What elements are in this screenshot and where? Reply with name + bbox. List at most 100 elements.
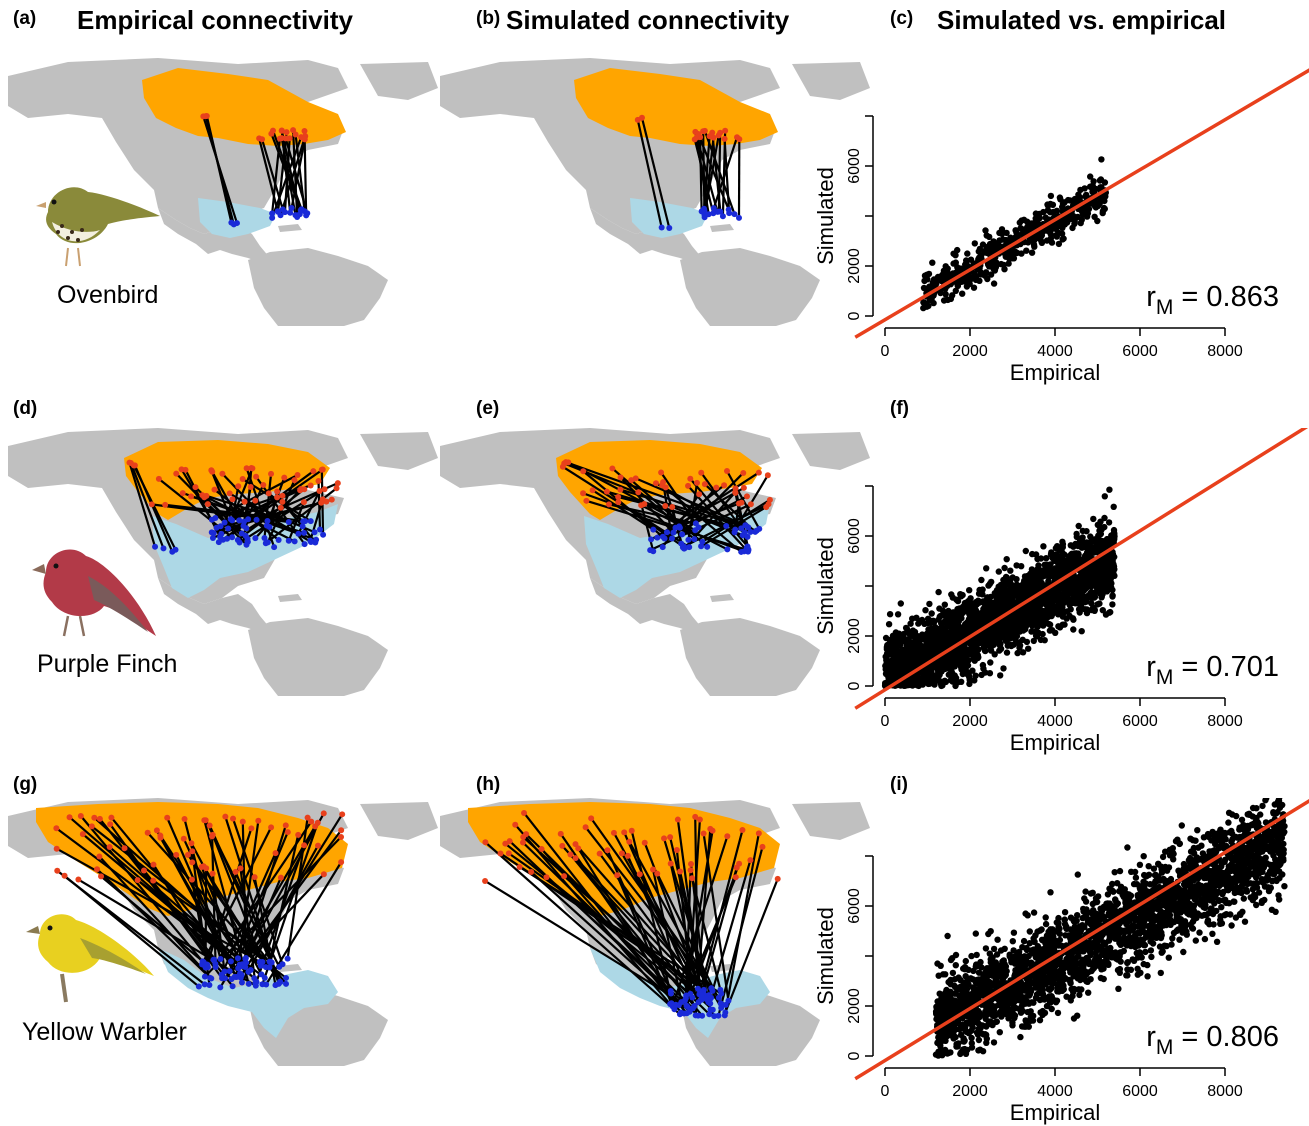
breeding-point (609, 465, 616, 472)
wintering-point (259, 981, 266, 988)
connectivity-line (240, 813, 344, 976)
scatter-point (1034, 565, 1042, 572)
scatter-point (1016, 596, 1023, 603)
connectivity-line (661, 493, 701, 548)
breeding-point (764, 472, 771, 479)
breeding-point (178, 466, 185, 473)
scatter-point (980, 644, 987, 651)
scatter-point (1078, 544, 1086, 551)
ovenbird-body (36, 187, 160, 267)
scatter-point (971, 677, 978, 684)
wintering-point (236, 517, 243, 524)
scatter-point (978, 576, 985, 584)
scatter-point (1036, 613, 1043, 621)
scatter-point (1110, 503, 1117, 510)
scatter-point (1240, 895, 1247, 902)
connectivity-line (620, 488, 758, 532)
scatter-point (971, 240, 978, 247)
scatter-point (962, 601, 970, 608)
scatter-point (1024, 614, 1032, 621)
scatter-point (969, 667, 976, 674)
scatter-point (995, 568, 1002, 575)
breeding-point (641, 839, 648, 846)
breeding-point (222, 813, 229, 820)
breeding-point (315, 477, 322, 484)
breeding-point (320, 810, 327, 817)
scatter-point (1028, 249, 1036, 256)
breeding-point (248, 825, 255, 832)
wintering-point (738, 525, 745, 532)
scatter-point (979, 591, 986, 598)
scatter-point (1096, 523, 1103, 530)
scatter-point (983, 232, 990, 239)
scatter-point (990, 238, 997, 245)
scatter-point (1218, 904, 1225, 911)
panel-letter-g: (g) (13, 774, 38, 795)
wintering-point (744, 543, 751, 550)
scatter-point (1072, 214, 1079, 222)
breeding-point (301, 486, 308, 493)
species-label-ovenbird: Ovenbird (57, 281, 159, 309)
breeding-point (300, 499, 307, 506)
breeding-point (155, 475, 162, 482)
scatter-point (1007, 582, 1014, 589)
wintering-point (659, 544, 666, 551)
breeding-point (660, 479, 667, 486)
scatter-point (1092, 202, 1099, 209)
connectivity-line (484, 841, 681, 1016)
scatter-point (1052, 629, 1059, 636)
scatter-point (990, 280, 998, 287)
breeding-point (721, 135, 728, 142)
wintering-point (666, 225, 673, 232)
y-tick-label: 6000 (846, 148, 863, 184)
scatter-point (1089, 568, 1096, 575)
wintering-point (240, 522, 247, 529)
scatter-point (1093, 573, 1100, 581)
scatter-point (1096, 600, 1103, 607)
connectivity-line (77, 878, 257, 987)
wintering-point (292, 212, 299, 219)
wintering-point (654, 534, 661, 541)
scatter-point (1097, 184, 1104, 191)
x-tick-label: 4000 (1037, 713, 1073, 730)
breeding-point (54, 867, 61, 874)
scatter-point (957, 593, 965, 600)
wintering-point (234, 955, 241, 962)
breeding-point (239, 818, 246, 825)
y-tick-label: 0 (846, 681, 863, 690)
x-tick-label: 6000 (1122, 1083, 1158, 1100)
connectivity-line (701, 498, 771, 543)
breeding-point (755, 469, 762, 476)
connectivity-line (79, 815, 204, 963)
scatter-point (1060, 235, 1067, 242)
scatter-point (907, 665, 914, 672)
scatter-point (1042, 611, 1049, 618)
breeding-point (575, 845, 582, 852)
scatter-point (1017, 225, 1024, 232)
wintering-point (702, 995, 709, 1002)
scatter-point (1003, 556, 1010, 563)
scatter-point (1228, 922, 1235, 929)
breeding-point (528, 869, 535, 876)
scatter-point (1063, 615, 1070, 622)
x-tick-label: 8000 (1207, 713, 1243, 730)
breeding-point (632, 475, 639, 482)
scatter-point (1106, 486, 1113, 493)
scatter-point (1083, 598, 1090, 605)
scatter-point (977, 617, 984, 624)
scatter-point (983, 244, 991, 252)
wintering-point (676, 524, 683, 531)
scatter-point (1094, 217, 1101, 225)
breeding-point (239, 476, 246, 483)
scatter-point (1054, 609, 1061, 616)
breeding-point (582, 824, 589, 831)
breeding-point (189, 848, 196, 855)
column-title-simulated: Simulated connectivity (506, 5, 790, 35)
scatter-point (984, 594, 991, 601)
breeding-point (583, 497, 590, 504)
breeding-point (310, 468, 317, 475)
wintering-point (266, 958, 273, 965)
scatter-point (937, 289, 944, 297)
wintering-point (663, 529, 670, 536)
panel-letter-h: (h) (476, 774, 501, 795)
